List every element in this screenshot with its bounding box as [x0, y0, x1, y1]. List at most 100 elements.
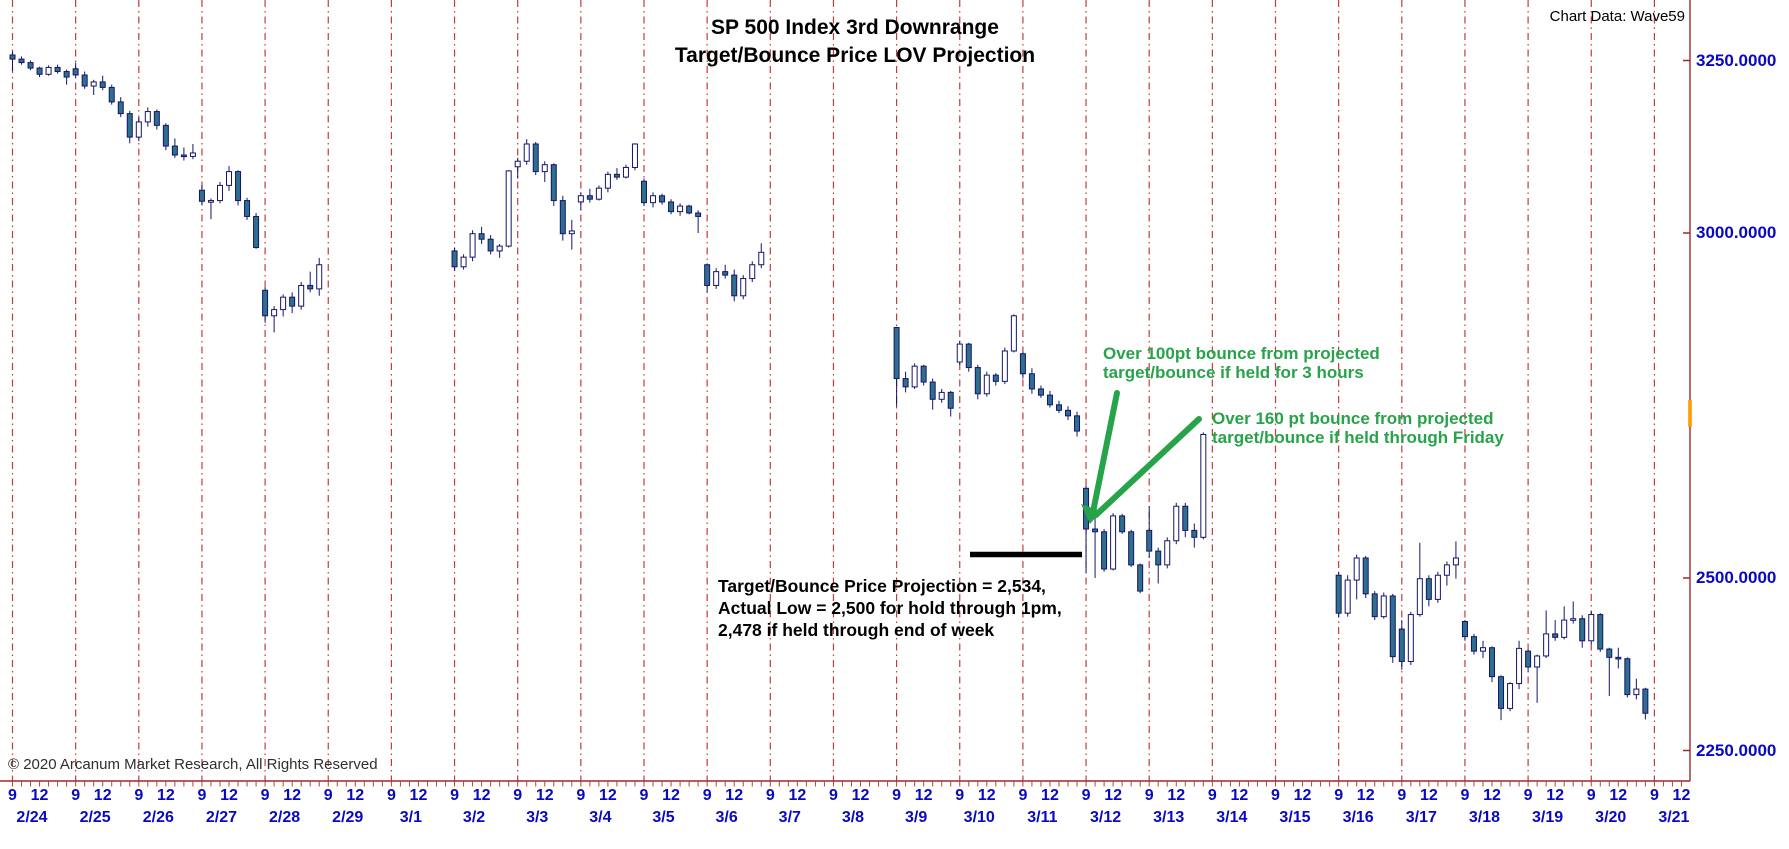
- candle-body: [180, 154, 187, 158]
- candle-body: [713, 271, 720, 286]
- x-tick-date: 3/4: [589, 809, 612, 826]
- x-tick-date: 3/11: [1027, 809, 1058, 826]
- x-tick-hour: 9: [702, 787, 712, 804]
- candle-body: [893, 327, 900, 380]
- x-tick-hour: 12: [662, 787, 680, 804]
- x-tick-date: 3/13: [1153, 809, 1185, 826]
- x-tick-date: 2/25: [79, 809, 111, 826]
- candle-body: [1182, 505, 1189, 531]
- x-tick-hour: 9: [1397, 787, 1407, 804]
- annotation-target-projection: Target/Bounce Price Projection = 2,534, …: [718, 575, 1062, 641]
- candle-body: [1407, 614, 1414, 662]
- x-tick-hour: 12: [220, 787, 238, 804]
- candle-body: [514, 160, 521, 168]
- candle-body: [1516, 647, 1523, 685]
- candle-body: [631, 143, 638, 168]
- x-tick-date: 2/28: [269, 809, 301, 826]
- candle-body: [577, 195, 584, 203]
- candle-body: [523, 143, 530, 162]
- candle-body: [135, 121, 142, 138]
- candle-body: [650, 195, 657, 204]
- x-tick-hour: 9: [1334, 787, 1344, 804]
- candle-body: [298, 284, 305, 307]
- candle-body: [1552, 633, 1559, 638]
- candle-body: [541, 164, 548, 173]
- candle-body: [505, 170, 512, 247]
- x-tick-date: 3/7: [778, 809, 801, 826]
- x-tick-date: 3/2: [462, 809, 486, 826]
- candle-body: [1498, 676, 1505, 709]
- candle-body: [947, 391, 954, 409]
- candle-body: [722, 271, 729, 276]
- x-tick-date: 3/9: [904, 809, 928, 826]
- candle-body: [1164, 540, 1171, 566]
- candle-body: [622, 166, 629, 178]
- x-tick-date: 3/21: [1658, 809, 1690, 826]
- x-tick-hour: 12: [1293, 787, 1312, 804]
- candle-body: [1633, 688, 1640, 696]
- data-source-label: Chart Data: Wave59: [1549, 8, 1685, 25]
- candle-body: [1389, 595, 1396, 658]
- candle-body: [983, 374, 990, 395]
- candle-body: [604, 173, 611, 189]
- y-tick-label: 3000.0000: [1696, 223, 1777, 242]
- candle-body: [289, 296, 296, 307]
- annotation-bounce-3h-line1: Over 100pt bounce from projected: [1103, 344, 1380, 363]
- x-tick-date: 3/15: [1279, 809, 1311, 826]
- candle-body: [956, 343, 963, 363]
- x-tick-hour: 12: [1483, 787, 1501, 804]
- x-tick-hour: 9: [1018, 787, 1028, 804]
- y-tick-label: 2250.0000: [1696, 740, 1777, 760]
- candle-body: [677, 205, 684, 213]
- candle-body: [1624, 658, 1631, 696]
- candle-body: [99, 81, 106, 88]
- candle-body: [1001, 350, 1008, 382]
- x-tick-hour: 9: [386, 787, 396, 804]
- candle-body: [740, 278, 747, 297]
- candle-body: [550, 164, 557, 202]
- candle-body: [1335, 574, 1342, 614]
- candle-body: [1543, 633, 1550, 657]
- x-tick-date: 3/6: [715, 809, 738, 826]
- candle-body: [280, 296, 287, 311]
- x-tick-hour: 9: [260, 787, 270, 804]
- candle-body: [1119, 515, 1126, 533]
- x-tick-date: 3/3: [526, 809, 549, 826]
- candle-body: [1128, 531, 1135, 566]
- candle-body: [1137, 564, 1144, 592]
- candle-body: [1525, 650, 1532, 668]
- candle-body: [1479, 647, 1486, 652]
- candle-body: [496, 245, 503, 252]
- candle-body: [1155, 550, 1162, 566]
- annotation-bounce-friday-line1: Over 160 pt bounce from projected: [1212, 409, 1494, 428]
- x-tick-hour: 9: [450, 787, 459, 804]
- candle-body: [460, 256, 467, 268]
- copyright-label: © 2020 Arcanum Market Research, All Righ…: [8, 756, 378, 773]
- x-tick-hour: 9: [765, 787, 775, 804]
- candle-body: [613, 173, 620, 178]
- candle-body: [586, 195, 593, 200]
- candle-body: [117, 101, 124, 115]
- annotation-bounce-3h: Over 100pt bounce from projected target/…: [1103, 344, 1380, 382]
- candle-body: [108, 86, 115, 103]
- annotation-bounce-friday-line2: target/bounce if held through Friday: [1212, 428, 1504, 447]
- x-tick-hour: 12: [599, 787, 617, 804]
- x-tick-hour: 12: [1230, 787, 1249, 804]
- candle-body: [478, 233, 485, 240]
- candle-body: [1461, 620, 1468, 638]
- candle-body: [1570, 618, 1577, 621]
- chart-title-line1: SP 500 Index 3rd Downrange: [711, 16, 999, 39]
- candle-body: [1642, 688, 1649, 714]
- candle-body: [1434, 574, 1441, 600]
- chart-title-line2: Target/Bounce Price LOV Projection: [674, 44, 1036, 67]
- candle-body: [1010, 315, 1017, 352]
- candle-body: [36, 67, 43, 75]
- x-tick-hour: 12: [283, 787, 302, 804]
- candle-body: [45, 66, 52, 75]
- x-tick-hour: 12: [156, 787, 175, 804]
- annotation-target-line1: Target/Bounce Price Projection = 2,534,: [718, 576, 1046, 596]
- candle-body: [1146, 529, 1153, 552]
- candle-body: [1092, 528, 1099, 533]
